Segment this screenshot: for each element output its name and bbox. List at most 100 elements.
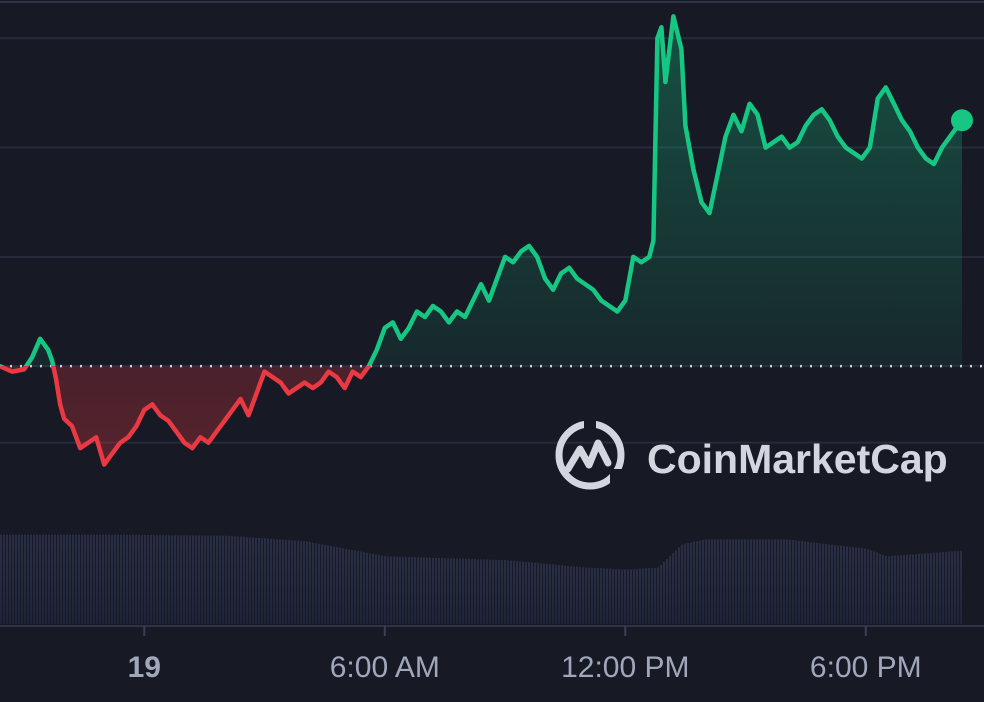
volume-bar (555, 564, 557, 624)
volume-bar (453, 558, 455, 624)
volume-bar (558, 565, 560, 624)
volume-bar (579, 567, 581, 624)
volume-bar (288, 540, 290, 624)
volume-bar (843, 546, 845, 624)
volume-bar (462, 558, 464, 624)
volume-bar (390, 556, 392, 624)
volume-bar (300, 541, 302, 624)
volume-bar (12, 534, 14, 624)
volume-bar (306, 541, 308, 624)
volume-bar (21, 534, 23, 624)
volume-bar (639, 568, 641, 624)
volume-bar (879, 553, 881, 624)
volume-bar (339, 547, 341, 624)
volume-bar (105, 534, 107, 624)
volume-bar (96, 534, 98, 624)
volume-bar (243, 536, 245, 624)
volume-bar (672, 553, 674, 624)
volume-bar (468, 558, 470, 624)
volume-bar (606, 568, 608, 624)
volume-bar (66, 534, 68, 624)
volume-bar (891, 555, 893, 624)
volume-bar (381, 555, 383, 624)
volume-bar (576, 566, 578, 624)
volume-bar (294, 540, 296, 624)
volume-bar (585, 567, 587, 624)
volume-bar (663, 562, 665, 624)
volume-bar (831, 544, 833, 624)
volume-bar (864, 548, 866, 624)
volume-bar (429, 557, 431, 624)
volume-bar (378, 555, 380, 624)
volume-bar (816, 543, 818, 624)
volume-bar (678, 547, 680, 624)
volume-bar (174, 535, 176, 624)
volume-bar (798, 540, 800, 624)
volume-bar (873, 551, 875, 624)
last-price-dot[interactable] (951, 109, 973, 132)
volume-bar (897, 555, 899, 624)
volume-bar (435, 557, 437, 624)
volume-bar (696, 541, 698, 624)
volume-bar (846, 546, 848, 624)
volume-bar (735, 539, 737, 624)
volume-bar (915, 554, 917, 624)
volume-bar (912, 554, 914, 624)
volume-bar (414, 557, 416, 624)
volume-bar (609, 568, 611, 624)
volume-bar (315, 543, 317, 624)
volume-bar (900, 555, 902, 624)
volume-bar (57, 534, 59, 624)
volume-bar (909, 554, 911, 624)
volume-bar (9, 534, 11, 624)
volume-bar (651, 568, 653, 624)
volume-bar (303, 541, 305, 624)
volume-bar (906, 554, 908, 624)
volume-bar (720, 539, 722, 624)
volume-bar (471, 559, 473, 624)
volume-bar (129, 534, 131, 624)
volume-bar (519, 561, 521, 624)
volume-bar (819, 543, 821, 624)
volume-bar (732, 539, 734, 624)
volume-bar (366, 552, 368, 624)
volume-bar (564, 565, 566, 624)
volume-bar (336, 547, 338, 624)
volume-bar (855, 547, 857, 624)
volume-bar (42, 534, 44, 624)
price-line-below-baseline (0, 366, 372, 467)
volume-bar (360, 551, 362, 624)
volume-bar (834, 545, 836, 624)
volume-bar (102, 534, 104, 624)
volume-bar (408, 557, 410, 624)
volume-bar (474, 559, 476, 624)
volume-bar (48, 534, 50, 624)
volume-bar (708, 539, 710, 624)
volume-bar (417, 557, 419, 624)
volume-bar (702, 540, 704, 624)
volume-bar (342, 548, 344, 624)
volume-bar (792, 540, 794, 624)
volume-bar (216, 535, 218, 624)
volume-bar (939, 552, 941, 624)
volume-bar (384, 556, 386, 624)
volume-bar (852, 547, 854, 624)
volume-bar (837, 545, 839, 624)
volume-bar (621, 569, 623, 624)
price-line-above-baseline (0, 14, 965, 367)
volume-bar (768, 539, 770, 624)
volume-bar (159, 535, 161, 624)
volume-bar (786, 539, 788, 624)
volume-bar (813, 542, 815, 624)
volume-bar (858, 547, 860, 624)
volume-bar (87, 534, 89, 624)
volume-bar (123, 534, 125, 624)
volume-bar (3, 534, 5, 624)
volume-bar (699, 540, 701, 624)
volume-bar (111, 534, 113, 624)
volume-bar (666, 559, 668, 624)
volume-bar (540, 563, 542, 624)
watermark: CoinMarketCap (555, 415, 948, 495)
volume-bar (198, 535, 200, 624)
volume-bar (210, 535, 212, 624)
